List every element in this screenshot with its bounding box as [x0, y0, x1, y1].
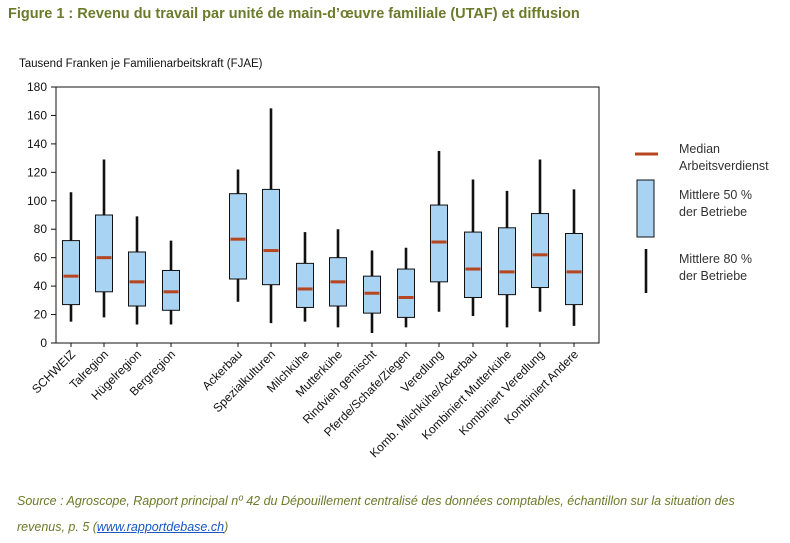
legend-whisker-label: Mittlere 80 %: [679, 252, 752, 266]
box-iqr: [296, 262, 314, 308]
legend-box-label: der Betriebe: [679, 205, 747, 219]
box-iqr: [262, 188, 280, 286]
y-tick-label: 140: [27, 137, 47, 151]
y-tick-label: 180: [27, 80, 47, 94]
y-tick-label: 60: [34, 251, 48, 265]
source-link[interactable]: www.rapportdebase.ch: [96, 520, 225, 534]
y-tick-label: 0: [40, 336, 47, 350]
y-tick-label: 40: [34, 279, 48, 293]
box-iqr: [531, 213, 549, 289]
box-iqr: [62, 240, 80, 306]
y-tick-label: 20: [34, 308, 48, 322]
y-tick-label: 160: [27, 108, 47, 122]
x-tick-label: SCHWEIZ: [29, 347, 78, 396]
y-tick-label: 100: [27, 194, 47, 208]
y-axis-label: Tausend Franken je Familienarbeitskraft …: [19, 58, 263, 70]
figure-title: Figure 1 : Revenu du travail par unité d…: [8, 6, 580, 22]
plot-frame: [55, 86, 600, 344]
box-iqr: [464, 231, 482, 298]
source-prefix: Source : Agroscope, Rapport principal nº…: [17, 494, 735, 534]
box-iqr: [95, 214, 113, 293]
legend-box-swatch: [636, 179, 655, 238]
source-note: Source : Agroscope, Rapport principal nº…: [17, 488, 777, 540]
box-iqr: [498, 227, 516, 296]
boxplot-chart: Tausend Franken je Familienarbeitskraft …: [19, 58, 769, 460]
box-iqr: [565, 232, 583, 306]
y-tick-label: 80: [34, 222, 48, 236]
legend-median-label: Arbeitsverdienst: [679, 159, 769, 173]
legend-box-label: Mittlere 50 %: [679, 188, 752, 202]
box-iqr: [397, 268, 415, 318]
y-tick-label: 120: [27, 165, 47, 179]
box-iqr: [128, 251, 146, 307]
legend-whisker-label: der Betriebe: [679, 269, 747, 283]
source-suffix: ): [224, 520, 229, 534]
box-iqr: [229, 193, 247, 280]
legend-median-label: Median: [679, 142, 720, 156]
